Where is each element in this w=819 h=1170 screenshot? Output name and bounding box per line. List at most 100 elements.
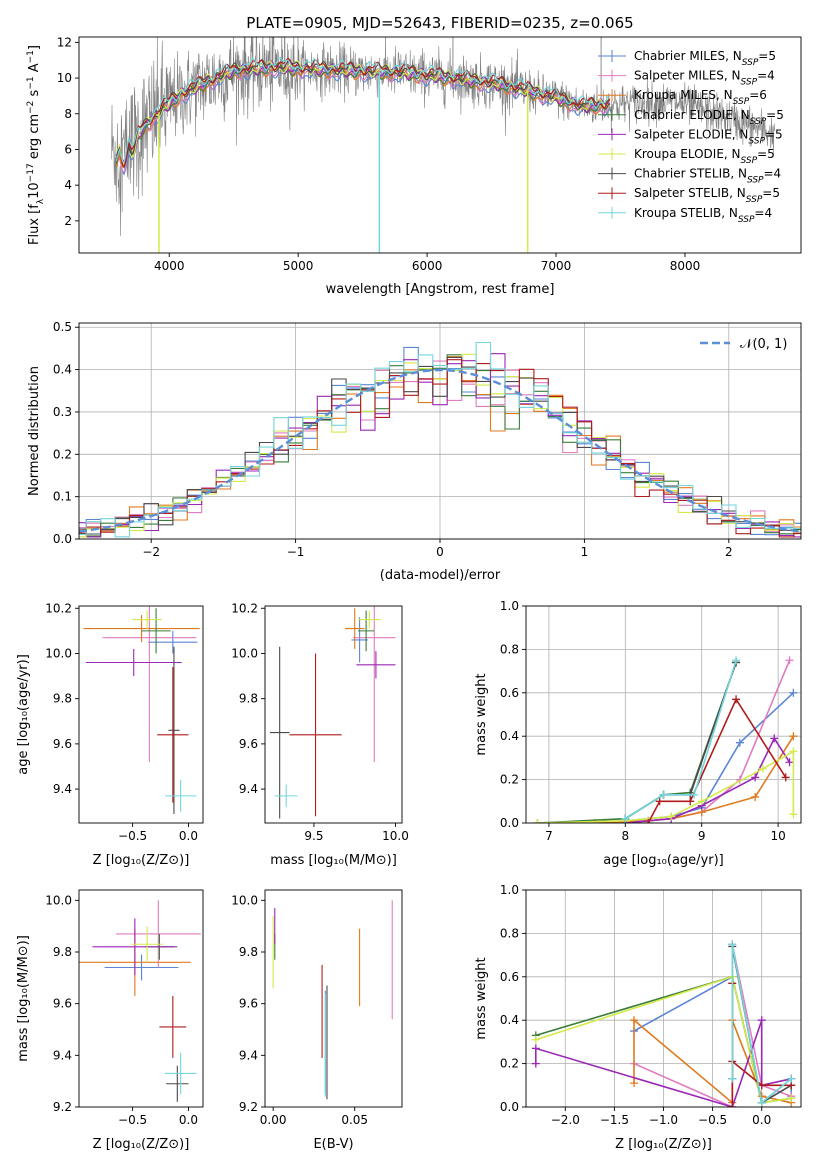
- plot-area-age-vs-Z: [83, 606, 200, 814]
- tick-label-x: −2: [142, 545, 160, 559]
- x-axis-label: Z [log₁₀(Z/Z⊙)]: [93, 1137, 190, 1152]
- tick-label-y: 9.2: [239, 1100, 258, 1114]
- tick-label-y: 0.2: [53, 447, 72, 461]
- tick-label-x: −1.5: [600, 1113, 629, 1127]
- series-marker: [621, 814, 630, 823]
- series-marker: [732, 656, 741, 665]
- tick-label-y: 0.3: [53, 405, 72, 419]
- legend-entry: Salpeter MILES, NSSP=4: [634, 69, 775, 88]
- x-axis-label: mass [log₁₀(M/M⊙)]: [270, 853, 397, 868]
- tick-label-x: 2: [725, 545, 733, 559]
- series-marker: [785, 758, 794, 767]
- series-marker: [787, 1074, 796, 1083]
- axes-frame: [264, 889, 403, 1108]
- tick-label-x: −0.5: [118, 1113, 147, 1127]
- plot-area-mass-weight-vs-age: [533, 656, 798, 823]
- legend-entry: Chabrier ELODIE, NSSP=5: [634, 108, 784, 127]
- tick-label-y: 0.0: [500, 1100, 519, 1114]
- frame-mass-vs-Z: −0.5 0.0 9.2 9.4 9.6 9.8 10.0 Z [log₁₀(Z/Z⊙)] ma…: [16, 889, 204, 1152]
- plot-area-age-vs-mass: [269, 606, 396, 819]
- tick-label-y: 9.4: [53, 782, 72, 796]
- series-marker: [667, 812, 676, 821]
- series-marker: [644, 819, 653, 823]
- tick-label-y: 10.0: [45, 646, 72, 660]
- tick-label-x: 5000: [283, 259, 314, 273]
- tick-label-x: 4000: [154, 259, 185, 273]
- y-axis-label: age [log₁₀(age/yr)]: [16, 654, 31, 775]
- tick-label-y: 9.8: [239, 945, 258, 959]
- tick-label-y: 9.8: [53, 945, 72, 959]
- tick-label-y: 10.2: [45, 601, 72, 615]
- series-marker: [785, 656, 794, 665]
- tick-label-x: 10: [770, 829, 785, 843]
- tick-label-y: 0.0: [500, 816, 519, 830]
- tick-label-y: 9.8: [53, 692, 72, 706]
- tick-label-y: 0.5: [53, 320, 72, 334]
- series-marker: [789, 688, 798, 697]
- series-marker: [659, 790, 668, 799]
- model-curve: [115, 56, 611, 163]
- tick-label-y: 1.0: [500, 599, 519, 613]
- y-axis-label: mass weight: [474, 957, 489, 1039]
- series-marker: [757, 1098, 766, 1107]
- x-axis-label: age [log₁₀(age/yr)]: [603, 853, 724, 868]
- tick-label-x: 9: [698, 829, 706, 843]
- series-marker: [728, 940, 737, 949]
- tick-label-y: 9.6: [53, 997, 72, 1011]
- tick-label-x: 0.0: [179, 1113, 198, 1127]
- tick-label-y: 6: [64, 142, 72, 156]
- tick-label-x: 6000: [412, 259, 443, 273]
- tick-label-y: 9.6: [239, 737, 258, 751]
- series-marker: [686, 797, 695, 806]
- series-marker: [789, 747, 798, 756]
- series-marker: [531, 1059, 540, 1068]
- tick-label-y: 0.2: [500, 1057, 519, 1071]
- tick-label-y: 9.8: [239, 692, 258, 706]
- tick-label-y: 2: [64, 214, 72, 228]
- axes-frame: [78, 889, 204, 1108]
- model-curve: [115, 60, 611, 166]
- frame-spectrum: 4000 5000 6000 7000 8000 2 4 6 8 10 12 PLATE=0905, …: [26, 14, 802, 297]
- series-marker: [751, 773, 760, 782]
- tick-label-x: 1: [581, 545, 589, 559]
- tick-label-y: 10: [57, 71, 72, 85]
- tick-label-y: 8: [64, 107, 72, 121]
- plot-area-mass-vs-Z: [79, 900, 201, 1102]
- axes-frame: [525, 605, 802, 824]
- series-line: [537, 750, 795, 823]
- series-marker: [531, 1035, 540, 1044]
- x-axis-label: wavelength [Angstrom, rest frame]: [326, 282, 555, 297]
- x-axis-label: (data-model)/error: [380, 568, 501, 583]
- frame-mass-weight-vs-age: 7 8 9 10 0.0 0.2 0.4 0.6 0.8 1.0 age [log₁₀(age/yr…: [474, 599, 802, 868]
- tick-label-x: −0.5: [118, 829, 147, 843]
- plot-area-mass-vs-EBV: [272, 900, 393, 1100]
- tick-label-x: 7000: [541, 259, 572, 273]
- legend-entry: Kroupa ELODIE, NSSP=5: [634, 147, 775, 166]
- legend-entry: Kroupa MILES, NSSP=6: [634, 88, 767, 107]
- tick-label-x: 0.0: [179, 829, 198, 843]
- tick-label-y: 0.8: [500, 926, 519, 940]
- series-marker: [735, 738, 744, 747]
- tick-label-y: 0.0: [53, 532, 72, 546]
- axes-mass-weight-vs-age: 7 8 9 10 0.0 0.2 0.4 0.6 0.8 1.0 age [log₁₀(age/yr…: [474, 599, 802, 868]
- axes-frame: [78, 36, 802, 254]
- data-spectrum: [110, 37, 776, 237]
- tick-label-y: 9.6: [53, 737, 72, 751]
- series-marker: [789, 732, 798, 741]
- axes-frame: [264, 605, 403, 824]
- series-marker: [697, 797, 706, 806]
- series-marker: [757, 1016, 766, 1025]
- tick-label-x: −1.0: [649, 1113, 678, 1127]
- tick-label-x: −0.5: [698, 1113, 727, 1127]
- axes-mass-weight-vs-Z: −2.0 −1.5 −1.0 −0.5 0.0 0.0 0.2 0.4 0.6 0.8 1.0 Z […: [474, 883, 802, 1152]
- series-marker: [728, 1074, 737, 1083]
- tick-label-y: 10.2: [231, 601, 258, 615]
- tick-label-y: 9.4: [239, 782, 258, 796]
- legend-entry: 𝒩(0, 1): [740, 337, 787, 352]
- legend-entry: Salpeter ELODIE, NSSP=5: [634, 127, 783, 146]
- tick-label-y: 0.2: [500, 773, 519, 787]
- tick-label-y: 0.6: [500, 686, 519, 700]
- histogram-step: [79, 360, 801, 533]
- frame-mass-weight-vs-Z: −2.0 −1.5 −1.0 −0.5 0.0 0.0 0.2 0.4 0.6 0.8 1.0 Z […: [474, 883, 802, 1152]
